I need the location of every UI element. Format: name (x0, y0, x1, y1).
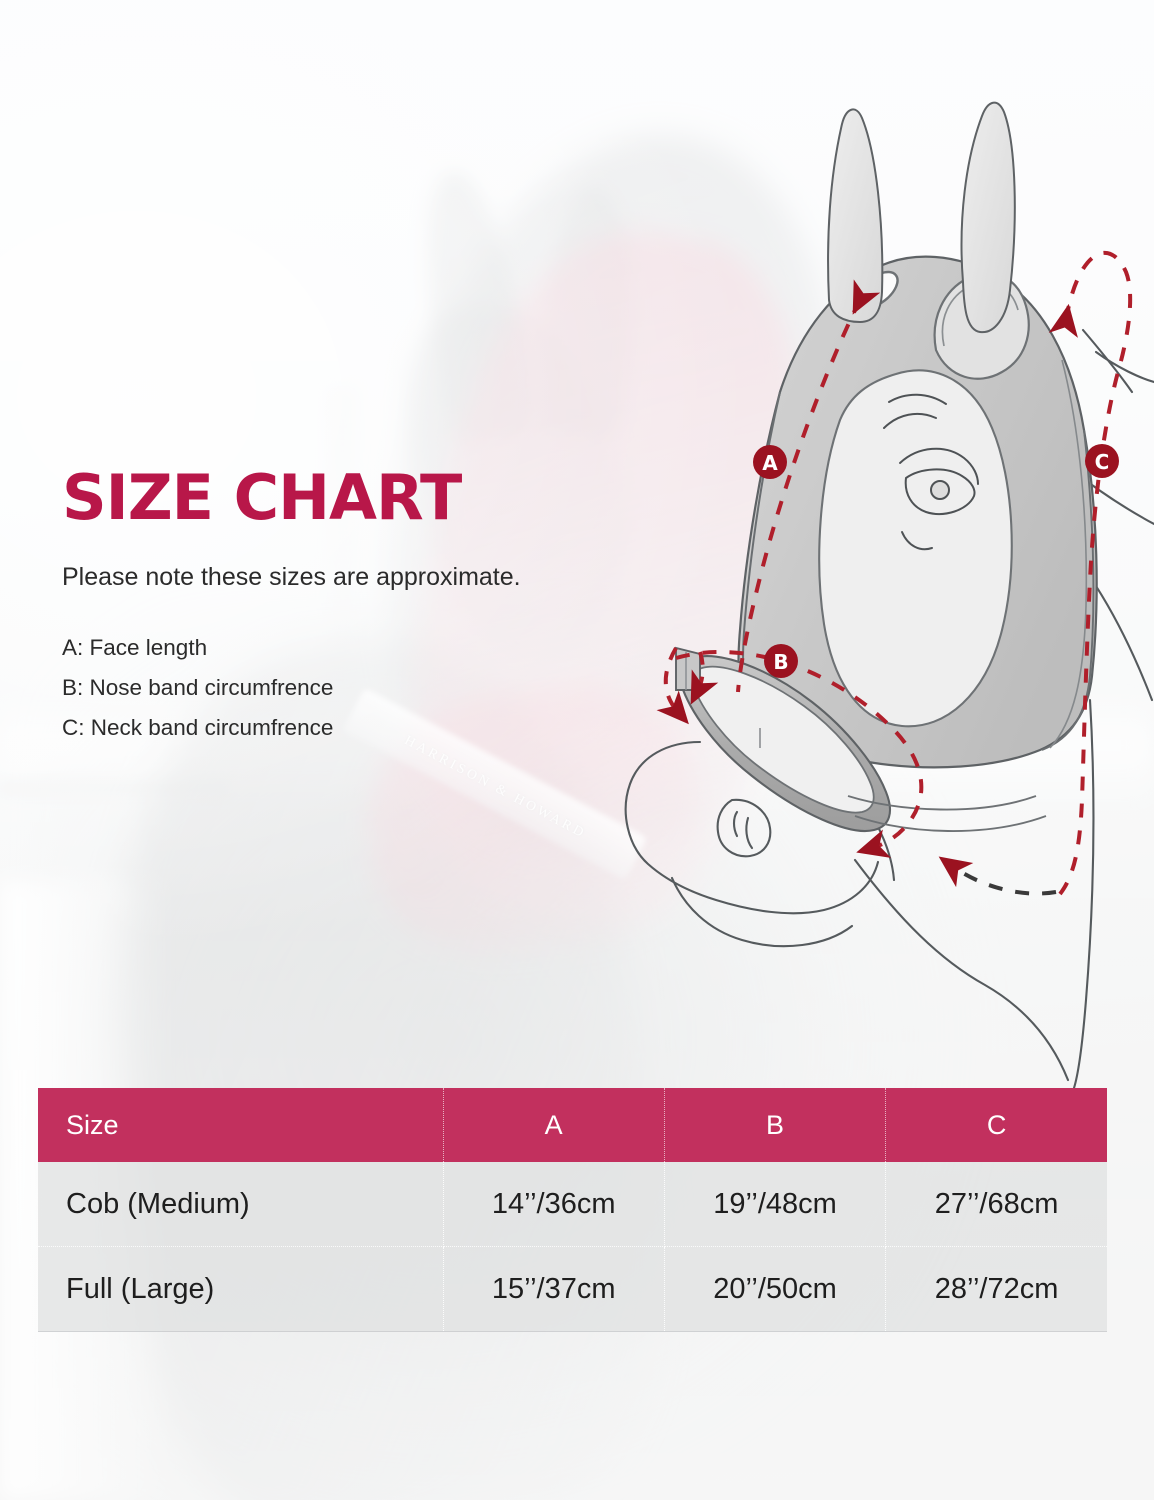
badge-c: C (1085, 444, 1119, 478)
svg-text:A: A (762, 451, 778, 475)
photo-white-overlay-left (0, 0, 760, 1100)
table-row: Full (Large) 15’’/37cm 20’’/50cm 28’’/72… (38, 1246, 1107, 1332)
legend-item-a: A: Face length (62, 635, 208, 660)
mask-eye-dome (818, 369, 1013, 728)
size-table-header: Size A B C (38, 1088, 1107, 1162)
column-header-c: C (885, 1088, 1107, 1162)
badge-b: B (764, 644, 798, 678)
column-header-b: B (664, 1088, 887, 1162)
cell-a: 15’’/37cm (443, 1246, 665, 1332)
legend-item-c: C: Neck band circumfrence (62, 715, 334, 740)
column-header-a: A (443, 1088, 665, 1162)
mask-neck-band-edge (847, 795, 1047, 832)
table-header-row: Size A B C (38, 1088, 1107, 1162)
column-header-size: Size (38, 1088, 444, 1162)
text-block: SIZE CHART Please note these sizes are a… (62, 466, 682, 748)
badge-a: A (753, 445, 787, 479)
size-table: Size A B C Cob (Medium) 14’’/36cm 19’’/4… (38, 1088, 1107, 1332)
page-subtitle: Please note these sizes are approximate. (62, 563, 521, 591)
measurement-line-a (736, 279, 881, 693)
cell-b: 19’’/48cm (664, 1162, 887, 1247)
size-table-body: Cob (Medium) 14’’/36cm 19’’/48cm 27’’/68… (38, 1162, 1107, 1332)
cell-c: 27’’/68cm (885, 1162, 1107, 1247)
cell-size: Full (Large) (38, 1246, 444, 1332)
svg-text:C: C (1095, 450, 1110, 474)
horse-ears (827, 101, 1016, 334)
table-row: Cob (Medium) 14’’/36cm 19’’/48cm 27’’/68… (38, 1162, 1107, 1247)
svg-text:B: B (773, 650, 788, 674)
cell-b: 20’’/50cm (664, 1246, 887, 1332)
measurement-line-c (938, 250, 1133, 896)
legend-item-b: B: Nose band circumfrence (62, 675, 334, 700)
measurement-line-b (656, 646, 924, 858)
horse-eye (883, 393, 979, 551)
horse-outline (624, 328, 1154, 1090)
cell-a: 14’’/36cm (443, 1162, 665, 1247)
cell-size: Cob (Medium) (38, 1162, 444, 1247)
cell-c: 28’’/72cm (885, 1246, 1107, 1332)
measurement-legend: A: Face length B: Nose band circumfrence… (62, 592, 682, 748)
page-title: SIZE CHART (62, 461, 462, 534)
